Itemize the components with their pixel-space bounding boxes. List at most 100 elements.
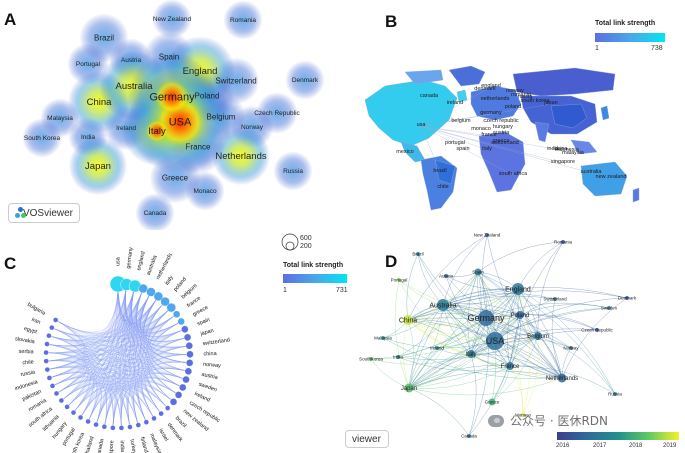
overlay-node-austria[interactable] (444, 274, 448, 278)
chord-node-thailand[interactable] (93, 421, 99, 428)
chord-node-czech-republic[interactable] (174, 391, 183, 399)
chord-node-china[interactable] (186, 350, 194, 358)
density-label-austria[interactable]: Austria (121, 57, 142, 64)
chord-node-belgium[interactable] (166, 302, 176, 313)
chord-node-finland[interactable] (135, 422, 141, 428)
overlay-node-brazil[interactable] (416, 252, 420, 256)
density-label-italy[interactable]: Italy (148, 126, 166, 137)
overlay-node-ireland[interactable] (435, 346, 439, 350)
chord-node-austria[interactable] (184, 367, 193, 376)
overlay-node-england[interactable] (512, 283, 524, 295)
chord-node-russia[interactable] (44, 366, 51, 373)
chord-node-brazil[interactable] (164, 405, 171, 411)
chord-node-hungary[interactable] (70, 409, 77, 416)
density-label-china[interactable]: China (87, 97, 113, 108)
chord-node-lithuania[interactable] (64, 404, 70, 410)
overlay-node-germany[interactable] (478, 310, 494, 326)
overlay-node-india[interactable] (396, 355, 400, 359)
chord-node-denmark[interactable] (158, 410, 164, 417)
density-label-canada[interactable]: Canada (144, 210, 167, 217)
overlay-node-sweden[interactable] (607, 306, 611, 310)
overlay-node-romania[interactable] (561, 240, 565, 244)
chord-node-serbia[interactable] (43, 349, 49, 356)
chord-node-france[interactable] (172, 310, 181, 318)
overlay-node-switzerland[interactable] (553, 297, 557, 301)
overlay-node-czech-republic[interactable] (595, 328, 599, 332)
density-label-new-zealand[interactable]: New Zealand (153, 16, 192, 23)
vosviewer-button[interactable]: VOSviewer (8, 203, 80, 223)
density-label-spain[interactable]: Spain (159, 53, 179, 62)
chord-node-spain[interactable] (181, 325, 189, 333)
density-label-france[interactable]: France (186, 143, 211, 152)
density-label-germany[interactable]: Germany (149, 92, 195, 104)
overlay-node-greece[interactable] (488, 398, 496, 406)
chord-node-israel[interactable] (151, 415, 157, 422)
overlay-node-china[interactable] (403, 315, 413, 325)
chord-node-bulgaria[interactable] (52, 317, 59, 323)
density-label-norway[interactable]: Norway (241, 124, 264, 131)
overlay-node-spain[interactable] (474, 268, 482, 276)
density-label-south-korea[interactable]: South Korea (24, 135, 61, 142)
overlay-node-france[interactable] (506, 362, 514, 370)
density-label-romania[interactable]: Romania (230, 17, 256, 24)
density-label-switzerland[interactable]: Switzerland (215, 77, 256, 86)
chord-node-egypt[interactable] (46, 333, 52, 339)
chord-node-india[interactable] (118, 425, 125, 431)
density-label-usa[interactable]: USA (169, 117, 192, 129)
density-label-denmark[interactable]: Denmark (292, 77, 319, 84)
chord-node-malaysia[interactable] (143, 419, 150, 425)
chord-node-sweden[interactable] (182, 375, 190, 384)
chord-node-ireland[interactable] (179, 383, 187, 392)
chord-node-italy[interactable] (153, 291, 164, 302)
chord-node-south-africa[interactable] (58, 397, 65, 404)
density-label-portugal[interactable]: Portugal (76, 61, 101, 68)
overlay-node-russia[interactable] (613, 392, 617, 396)
overlay-node-norway[interactable] (569, 346, 573, 350)
density-label-poland[interactable]: Poland (195, 92, 220, 101)
density-label-ireland[interactable]: Ireland (116, 125, 136, 132)
overlay-node-italy[interactable] (467, 350, 475, 358)
chord-node-singapore[interactable] (110, 425, 116, 431)
chord-node-turkey[interactable] (127, 424, 133, 430)
chord-node-canada[interactable] (101, 423, 108, 430)
chord-node-romania[interactable] (53, 390, 60, 397)
density-label-australia[interactable]: Australia (116, 81, 154, 92)
overlay-node-monaco[interactable] (521, 413, 525, 417)
overlay-node-canada[interactable] (467, 434, 471, 438)
chord-node-norway[interactable] (185, 359, 194, 367)
density-label-monaco[interactable]: Monaco (193, 188, 217, 195)
chord-node-japan[interactable] (183, 333, 192, 342)
chord-node-poland[interactable] (160, 296, 170, 307)
density-label-malaysia[interactable]: Malaysia (47, 115, 73, 122)
chord-node-switzerland[interactable] (185, 342, 193, 350)
density-label-japan[interactable]: Japan (85, 161, 111, 172)
chord-node-pakistan[interactable] (49, 383, 56, 389)
density-label-greece[interactable]: Greece (162, 174, 189, 183)
overlay-node-netherlands[interactable] (557, 373, 567, 383)
chord-node-new-zealand[interactable] (169, 398, 178, 406)
chord-node-south-korea[interactable] (85, 418, 91, 425)
density-label-england[interactable]: England (183, 66, 218, 77)
overlay-vosviewer-button[interactable]: viewer (345, 430, 389, 448)
density-label-brazil[interactable]: Brazil (94, 34, 114, 43)
overlay-node-belgium[interactable] (534, 332, 542, 340)
chord-node-australia[interactable] (138, 283, 148, 294)
density-label-belgium[interactable]: Belgium (207, 113, 236, 122)
chord-node-slovakia[interactable] (44, 341, 50, 347)
chord-node-portugal[interactable] (77, 414, 84, 421)
overlay-node-japan[interactable] (404, 383, 414, 393)
overlay-node-new-zealand[interactable] (485, 233, 489, 237)
density-label-india[interactable]: India (81, 134, 95, 141)
chord-node-chile[interactable] (43, 358, 49, 364)
overlay-node-portugal[interactable] (397, 278, 401, 282)
chord-node-netherlands[interactable] (146, 287, 156, 297)
chord-node-greece[interactable] (177, 317, 185, 326)
overlay-node-australia[interactable] (437, 299, 449, 311)
overlay-node-denmark[interactable] (625, 296, 629, 300)
density-label-netherlands[interactable]: Netherlands (215, 151, 266, 162)
density-label-russia[interactable]: Russia (283, 168, 303, 175)
chord-node-iran[interactable] (49, 324, 55, 331)
overlay-node-southkorea[interactable] (369, 357, 373, 361)
overlay-node-usa[interactable] (486, 332, 504, 350)
density-label-czech-republic[interactable]: Czech Republic (254, 110, 300, 117)
